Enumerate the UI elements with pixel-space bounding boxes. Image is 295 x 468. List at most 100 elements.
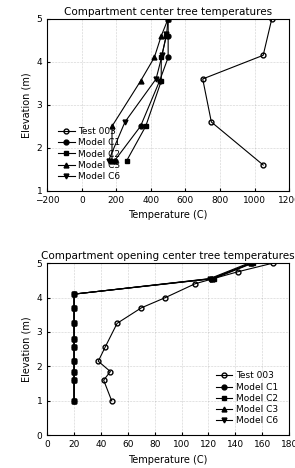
Model C1 [72, 358, 76, 364]
Model C1 [72, 377, 76, 383]
Model C1 [166, 33, 170, 39]
Model C1 [72, 291, 76, 297]
Model C3 [139, 78, 142, 84]
Model C3 [72, 369, 76, 374]
Model C6 [247, 260, 250, 266]
Model C3 [72, 336, 76, 342]
Model C6 [72, 369, 76, 374]
Model C1 [166, 55, 170, 60]
Test 003 [271, 260, 275, 266]
Test 003 [193, 281, 197, 286]
Model C3 [72, 291, 76, 297]
Test 003 [236, 269, 240, 275]
Model C3 [72, 321, 76, 326]
Model C1 [72, 344, 76, 350]
Model C1 [166, 16, 170, 22]
Model C2 [160, 55, 163, 60]
Model C6 [72, 398, 76, 403]
Test 003 [270, 16, 273, 22]
Model C3 [72, 344, 76, 350]
Model C1 [158, 78, 161, 84]
Test 003 [261, 162, 265, 168]
Model C2 [72, 305, 76, 311]
Model C6 [123, 119, 127, 125]
Model C3 [250, 260, 253, 266]
Line: Model C1: Model C1 [112, 16, 171, 163]
Model C6 [72, 321, 76, 326]
Model C2 [166, 16, 170, 22]
Test 003 [164, 295, 167, 300]
Line: Model C2: Model C2 [124, 16, 171, 163]
Model C6 [165, 31, 168, 37]
Model C2 [72, 398, 76, 403]
Model C3 [160, 33, 163, 39]
X-axis label: Temperature (C): Temperature (C) [128, 454, 208, 465]
Y-axis label: Elevation (m): Elevation (m) [21, 72, 31, 138]
Model C3 [110, 158, 114, 163]
Model C2 [125, 158, 128, 163]
Model C1 [113, 158, 116, 163]
Model C3 [166, 16, 170, 22]
Model C2 [72, 377, 76, 383]
Model C6 [72, 377, 76, 383]
Test 003 [209, 119, 213, 125]
Model C1 [72, 398, 76, 403]
Model C1 [72, 369, 76, 374]
Line: Model C6: Model C6 [72, 261, 251, 403]
Test 003 [140, 305, 143, 311]
Model C2 [72, 321, 76, 326]
Line: Model C1: Model C1 [72, 261, 254, 403]
Test 003 [109, 369, 112, 374]
Line: Model C2: Model C2 [72, 261, 255, 403]
Model C6 [72, 358, 76, 364]
Model C3 [72, 398, 76, 403]
Test 003 [96, 358, 100, 364]
Model C2 [165, 33, 168, 39]
Model C2 [72, 291, 76, 297]
Model C1 [209, 276, 213, 281]
Model C6 [72, 336, 76, 342]
Model C2 [72, 344, 76, 350]
Test 003 [103, 344, 107, 350]
Line: Model C3: Model C3 [109, 16, 171, 163]
Title: Compartment opening center tree temperatures: Compartment opening center tree temperat… [41, 251, 295, 261]
Model C2 [251, 260, 255, 266]
Model C6 [107, 158, 110, 163]
Model C2 [72, 358, 76, 364]
Model C2 [160, 78, 163, 84]
Model C3 [211, 276, 214, 281]
Model C1 [250, 260, 253, 266]
Model C6 [72, 344, 76, 350]
Test 003 [110, 398, 114, 403]
Title: Compartment center tree temperatures: Compartment center tree temperatures [64, 7, 272, 16]
Model C6 [208, 276, 212, 281]
Legend: Test 003, Model C1, Model C2, Model C3, Model C6: Test 003, Model C1, Model C2, Model C3, … [57, 125, 122, 183]
Line: Model C6: Model C6 [106, 31, 169, 163]
Model C2 [72, 369, 76, 374]
Model C6 [72, 291, 76, 297]
Model C6 [72, 305, 76, 311]
Y-axis label: Elevation (m): Elevation (m) [21, 316, 31, 382]
Test 003 [115, 321, 119, 326]
Test 003 [201, 76, 204, 82]
Line: Test 003: Test 003 [96, 261, 276, 403]
Model C3 [110, 124, 114, 129]
Model C3 [153, 55, 156, 60]
Model C6 [160, 52, 164, 58]
Model C1 [139, 124, 142, 129]
Model C1 [72, 336, 76, 342]
Model C6 [154, 76, 158, 82]
Test 003 [261, 52, 265, 58]
Line: Test 003: Test 003 [200, 16, 274, 168]
Legend: Test 003, Model C1, Model C2, Model C3, Model C6: Test 003, Model C1, Model C2, Model C3, … [214, 370, 280, 427]
Model C3 [72, 305, 76, 311]
Model C2 [72, 336, 76, 342]
Test 003 [102, 377, 105, 383]
Model C1 [72, 305, 76, 311]
X-axis label: Temperature (C): Temperature (C) [128, 210, 208, 220]
Line: Model C3: Model C3 [72, 261, 254, 403]
Model C3 [72, 358, 76, 364]
Model C2 [144, 124, 148, 129]
Model C1 [72, 321, 76, 326]
Model C3 [72, 377, 76, 383]
